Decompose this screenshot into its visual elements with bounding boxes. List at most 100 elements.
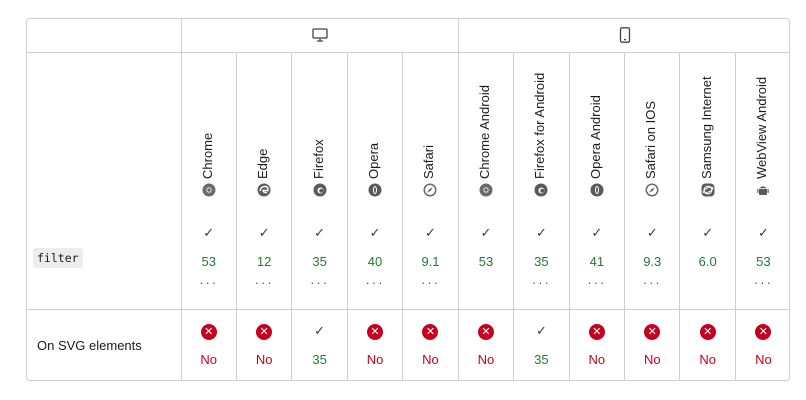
support-stack: ✓ 9.3 ··· bbox=[625, 226, 679, 291]
support-cell[interactable]: ✕ No bbox=[180, 308, 237, 380]
support-cell[interactable]: ✕ No bbox=[457, 308, 515, 380]
support-cell[interactable]: ✕ No bbox=[624, 308, 681, 380]
cross-circle-icon: ✕ bbox=[644, 324, 661, 341]
more-notes-icon[interactable]: ··· bbox=[199, 275, 219, 291]
check-icon: ✓ bbox=[369, 225, 381, 241]
more-notes-icon[interactable]: ··· bbox=[254, 275, 274, 291]
browser-name: Chrome Android bbox=[476, 85, 492, 179]
browser-header-firefox: Firefox bbox=[291, 51, 348, 207]
version-label: 40 bbox=[367, 254, 383, 270]
check-icon: ✓ bbox=[702, 225, 714, 241]
support-stack: ✕ No bbox=[459, 324, 513, 367]
platform-header-row bbox=[27, 19, 789, 53]
support-stack: ✓ 35 ··· bbox=[292, 226, 346, 291]
support-stack: ✓53··· bbox=[459, 226, 513, 289]
version-label: No bbox=[643, 352, 661, 368]
support-cell[interactable]: ✕ No bbox=[568, 308, 626, 380]
more-notes-icon[interactable]: ··· bbox=[753, 275, 773, 291]
browser-header-firefox-for-android: Firefox for Android bbox=[513, 51, 570, 207]
feature-name[interactable]: filter bbox=[33, 247, 83, 268]
support-cell[interactable]: ✓ 35 bbox=[513, 308, 570, 380]
browser-name: Firefox bbox=[310, 139, 326, 179]
support-cell[interactable]: ✓ 35 bbox=[291, 308, 348, 380]
support-cell[interactable]: ✓ 41 ··· bbox=[568, 207, 626, 310]
firefox-icon bbox=[313, 183, 327, 197]
safari-icon bbox=[423, 183, 437, 197]
more-notes-icon[interactable]: ··· bbox=[587, 275, 607, 291]
chrome-icon bbox=[202, 183, 216, 197]
feature-header-cell bbox=[27, 51, 182, 207]
browser-name: Samsung Internet bbox=[698, 76, 714, 179]
version-label: 9.1 bbox=[421, 254, 440, 270]
check-icon: ✓ bbox=[535, 323, 547, 339]
version-label: 53 bbox=[201, 254, 216, 270]
browser-header-webview-android: WebView Android bbox=[734, 51, 789, 207]
support-cell[interactable]: ✓ 9.1 ··· bbox=[402, 207, 459, 310]
support-stack: ✓ 41 ··· bbox=[570, 226, 624, 291]
support-cell[interactable]: ✓6.0··· bbox=[679, 207, 736, 310]
version-label: No bbox=[588, 352, 606, 368]
browser-name: Chrome bbox=[199, 132, 215, 179]
browser-header-samsung-internet: Samsung Internet bbox=[679, 51, 736, 207]
support-cell[interactable]: ✓ 40 ··· bbox=[346, 207, 404, 310]
support-stack: ✕ No bbox=[736, 324, 789, 367]
support-stack: ✓ 40 ··· bbox=[348, 225, 402, 291]
browser-header-safari: Safari bbox=[402, 51, 459, 207]
support-stack: ✓ 35 ··· bbox=[514, 225, 568, 291]
chrome-icon bbox=[479, 183, 493, 197]
more-notes-icon[interactable]: ··· bbox=[531, 275, 551, 291]
support-stack: ✓ 9.1 ··· bbox=[403, 225, 457, 291]
compat-table-container: Chrome Edge Firefox Opera Safari Chrome Andro… bbox=[26, 18, 790, 381]
support-cell[interactable]: ✕ No bbox=[734, 308, 789, 380]
support-stack: ✓6.0··· bbox=[680, 226, 734, 289]
browser-name: Safari on IOS bbox=[643, 100, 659, 179]
cross-circle-icon: ✕ bbox=[755, 324, 772, 341]
check-icon: ✓ bbox=[425, 225, 436, 241]
version-label: No bbox=[366, 352, 384, 368]
support-stack: ✓ 35 bbox=[514, 323, 568, 368]
version-label: 6.0 bbox=[698, 254, 717, 270]
version-label: No bbox=[477, 352, 495, 368]
desktop-icon bbox=[311, 28, 328, 42]
support-stack: ✕ No bbox=[625, 324, 679, 367]
cross-circle-icon: ✕ bbox=[699, 324, 716, 341]
support-stack: ✓ 53 ··· bbox=[182, 225, 236, 291]
support-stack: ✕ No bbox=[570, 324, 624, 367]
more-notes-icon[interactable]: ··· bbox=[420, 275, 440, 291]
opera-icon bbox=[368, 183, 382, 197]
more-notes-icon[interactable]: ··· bbox=[310, 275, 330, 291]
safari-icon bbox=[645, 183, 659, 197]
edge-icon bbox=[257, 183, 271, 197]
support-cell[interactable]: ✓53··· bbox=[457, 207, 515, 310]
support-cell[interactable]: ✓ 35 ··· bbox=[291, 207, 348, 310]
support-cell[interactable]: ✕ No bbox=[402, 308, 459, 380]
support-cell[interactable]: ✕ No bbox=[235, 308, 293, 380]
support-stack: ✓53··· bbox=[736, 226, 789, 291]
cross-circle-icon: ✕ bbox=[367, 324, 384, 341]
support-cell[interactable]: ✕ No bbox=[346, 308, 404, 380]
cross-circle-icon: ✕ bbox=[200, 324, 217, 341]
browser-compat-table: Chrome Edge Firefox Opera Safari Chrome Andro… bbox=[27, 19, 789, 380]
firefox-icon bbox=[534, 183, 548, 197]
support-cell[interactable]: ✓ 53 ··· bbox=[180, 207, 237, 310]
cross-circle-icon: ✕ bbox=[256, 324, 273, 341]
platform-mobile bbox=[457, 19, 789, 53]
more-notes-icon[interactable]: ··· bbox=[642, 275, 662, 291]
support-cell[interactable]: ✓ 12 ··· bbox=[235, 207, 293, 310]
support-cell[interactable]: ✕ No bbox=[679, 308, 736, 380]
check-icon: ✓ bbox=[480, 225, 492, 241]
support-cell[interactable]: ✓ 35 ··· bbox=[513, 207, 570, 310]
support-cell[interactable]: ✓ 9.3 ··· bbox=[624, 207, 681, 310]
opera-icon bbox=[590, 183, 604, 197]
support-cell[interactable]: ✓53··· bbox=[734, 207, 789, 310]
android-icon bbox=[757, 186, 770, 195]
check-icon: ✓ bbox=[203, 225, 215, 241]
more-notes-icon[interactable]: ··· bbox=[365, 275, 385, 291]
browser-name: Safari bbox=[421, 145, 437, 179]
feature-name: On SVG elements bbox=[37, 338, 142, 354]
check-icon: ✓ bbox=[535, 225, 547, 241]
version-label: 35 bbox=[312, 352, 327, 368]
feature-row: On SVG elements ✕ No ✕ No ✓ 35 ✕ No ✕ No ✕ No ✓ 35 ✕ No ✕… bbox=[27, 308, 789, 380]
browser-header-opera-android: Opera Android bbox=[568, 51, 626, 207]
cross-circle-icon: ✕ bbox=[588, 324, 605, 341]
